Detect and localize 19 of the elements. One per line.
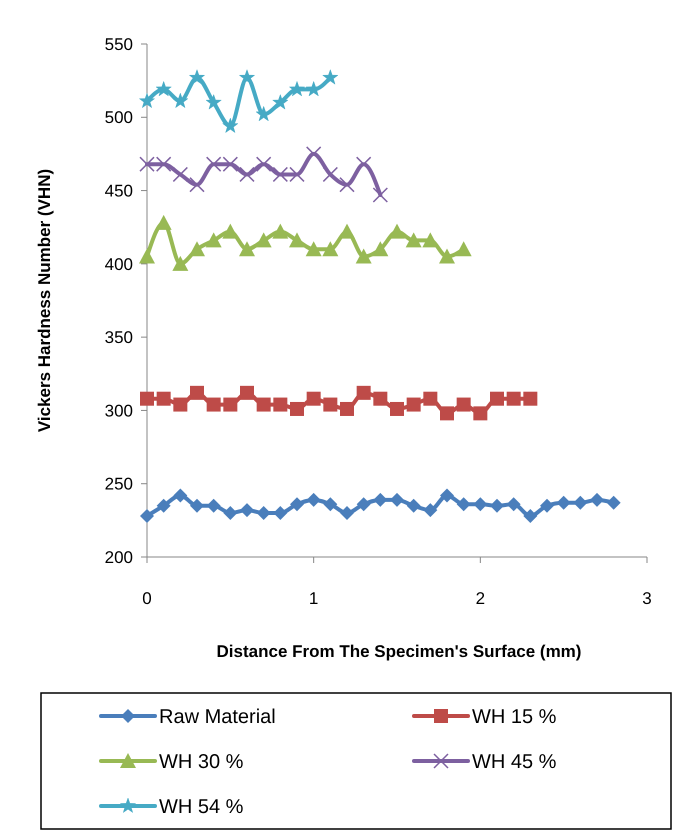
y-tick-label: 300	[104, 401, 133, 420]
y-tick-label: 550	[104, 34, 133, 54]
x-tick-label: 0	[142, 589, 152, 608]
y-axis-title: Vickers Hardness Number (VHN)	[35, 168, 54, 432]
legend-label: WH 54 %	[159, 796, 244, 818]
legend-label: WH 15 %	[472, 706, 557, 728]
x-tick-label: 2	[476, 589, 486, 608]
legend-label: Raw Material	[159, 706, 276, 728]
legend-label: WH 45 %	[472, 751, 557, 773]
x-tick-label: 3	[642, 589, 652, 608]
legend-label: WH 30 %	[159, 751, 244, 773]
y-tick-label: 250	[104, 474, 133, 494]
y-tick-label: 500	[104, 108, 133, 128]
y-tick-label: 400	[104, 254, 133, 274]
y-tick-label: 450	[104, 182, 133, 201]
x-tick-label: 1	[308, 589, 318, 608]
y-tick-label: 350	[104, 328, 133, 348]
y-tick-label: 200	[104, 548, 133, 567]
x-axis-title: Distance From The Specimen's Surface (mm)	[216, 642, 582, 661]
